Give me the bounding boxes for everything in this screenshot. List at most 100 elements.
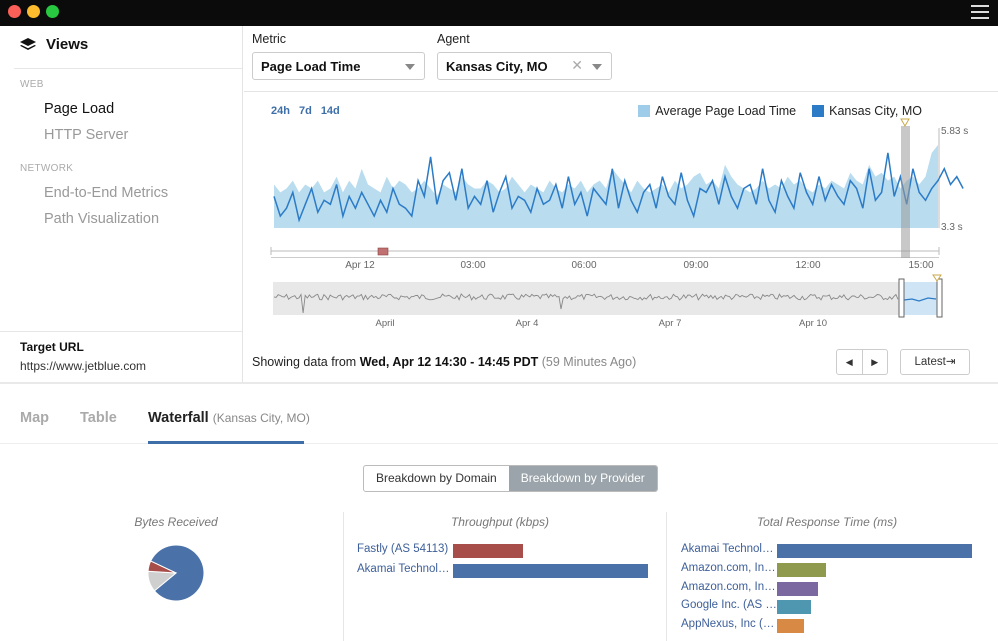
pie-slice <box>147 560 177 574</box>
bar-label: Amazon.com, In… <box>681 580 776 593</box>
layers-icon <box>20 37 36 50</box>
data-range-text: Showing data from Wed, Apr 12 14:30 - 14… <box>252 355 636 369</box>
x-tick-label: Apr 12 <box>345 260 375 271</box>
view-tabs: Map Table Waterfall (Kansas City, MO) <box>0 396 998 444</box>
bar[interactable] <box>777 581 818 596</box>
prev-button[interactable]: ◀ <box>837 350 863 374</box>
bar-label: Google Inc. (AS … <box>681 599 777 612</box>
sidebar-item-http-server[interactable]: HTTP Server <box>44 127 129 143</box>
metric-select[interactable]: Page Load Time <box>252 52 425 80</box>
metric-label: Metric <box>252 32 287 46</box>
agent-select[interactable]: Kansas City, MO ✕ <box>437 52 612 80</box>
showing-range: Wed, Apr 12 14:30 - 14:45 PDT <box>359 355 539 369</box>
close-window-button[interactable] <box>8 5 21 18</box>
time-range-selector: 24h 7d 14d <box>271 105 340 117</box>
overview-x-tick-label: April <box>375 318 394 329</box>
x-tick-label: 03:00 <box>460 260 485 271</box>
x-axis-baseline <box>271 257 939 258</box>
next-button[interactable]: ▶ <box>863 350 888 374</box>
legend-item-average[interactable]: Average Page Load Time <box>638 104 796 118</box>
legend-item-agent[interactable]: Kansas City, MO <box>812 104 922 118</box>
minimize-window-button[interactable] <box>27 5 40 18</box>
tab-waterfall[interactable]: Waterfall (Kansas City, MO) <box>148 410 310 426</box>
chevron-left-icon: ◀ <box>845 357 853 367</box>
active-tab-indicator <box>148 441 304 444</box>
overview-x-tick-label: Apr 7 <box>659 318 682 329</box>
response-time-title: Total Response Time (ms) <box>756 515 898 529</box>
target-url-block: Target URL https://www.jetblue.com <box>20 340 146 373</box>
tab-waterfall-label: Waterfall <box>148 410 209 426</box>
bytes-received-pie[interactable] <box>146 543 206 603</box>
section-divider <box>0 382 998 394</box>
panel-divider <box>343 512 344 641</box>
bar[interactable] <box>453 544 524 558</box>
bar[interactable] <box>777 600 811 615</box>
panel-divider <box>666 512 667 641</box>
agent-value: Kansas City, MO <box>446 59 548 74</box>
bar[interactable] <box>453 564 648 578</box>
maximize-window-button[interactable] <box>46 5 59 18</box>
target-url-label: Target URL <box>20 340 84 354</box>
overview-x-tick-label: Apr 4 <box>516 318 539 329</box>
section-label-web: WEB <box>20 79 44 90</box>
tab-map[interactable]: Map <box>20 410 49 426</box>
filter-controls: Metric Page Load Time Agent Kansas City,… <box>244 26 998 92</box>
window-titlebar <box>0 0 998 26</box>
agent-label: Agent <box>437 32 470 46</box>
range-24h[interactable]: 24h <box>271 105 290 117</box>
bar-label: AppNexus, Inc (… <box>681 618 775 631</box>
showing-prefix: Showing data from <box>252 355 357 369</box>
chevron-down-icon <box>405 64 415 70</box>
bytes-received-title: Bytes Received <box>134 515 218 529</box>
bar-label: Fastly (AS 54113) <box>357 543 449 555</box>
sidebar: Views WEB Page Load HTTP Server NETWORK … <box>0 26 243 382</box>
y-min-label: 3.3 s <box>941 222 963 233</box>
tab-table[interactable]: Table <box>80 410 117 426</box>
sidebar-item-path-visualization[interactable]: Path Visualization <box>44 211 160 227</box>
target-url-value: https://www.jetblue.com <box>20 359 147 373</box>
latest-button[interactable]: Latest⇥ <box>900 349 970 375</box>
hamburger-menu-icon[interactable] <box>971 5 989 19</box>
breakdown-by-domain-button[interactable]: Breakdown by Domain <box>376 471 497 485</box>
bar-label: Akamai Technol… <box>357 563 450 575</box>
chevron-down-icon <box>592 64 602 70</box>
timeline-panel: 24h 7d 14d Average Page Load Time Kansas… <box>244 92 998 382</box>
bar-label: Akamai Technol… <box>681 543 774 555</box>
breakdown-toggle: Breakdown by Domain Breakdown by Provide… <box>363 465 658 492</box>
x-tick-label: 06:00 <box>571 260 596 271</box>
showing-ago: (59 Minutes Ago) <box>541 355 637 369</box>
timeline-chart[interactable]: 5.83 s 3.3 s Apr 12 03:00 06:00 09:00 12:00 1… <box>244 116 998 356</box>
agent-series-line <box>273 152 964 223</box>
tab-waterfall-agent: (Kansas City, MO) <box>212 411 310 425</box>
bar[interactable] <box>777 544 972 558</box>
throughput-title: Throughput (kbps) <box>450 515 550 529</box>
sidebar-divider <box>0 331 242 332</box>
x-tick-label: 15:00 <box>908 260 933 271</box>
bar[interactable] <box>777 619 804 634</box>
legend-label: Kansas City, MO <box>829 104 922 118</box>
overview-marker-icon <box>932 274 942 282</box>
breakdown-by-provider-button[interactable]: Breakdown by Provider <box>508 466 657 491</box>
legend-label: Average Page Load Time <box>655 104 797 118</box>
clear-icon[interactable]: ✕ <box>571 57 583 73</box>
sidebar-divider <box>14 68 242 69</box>
views-title: Views <box>46 36 89 53</box>
event-marker[interactable] <box>377 247 389 256</box>
bar[interactable] <box>777 562 826 577</box>
time-nav-buttons: ◀ ▶ <box>836 349 888 375</box>
overview-selection-line <box>903 297 937 302</box>
legend-swatch <box>638 105 651 117</box>
selection-marker-icon <box>900 118 910 128</box>
pie-slice <box>149 544 205 602</box>
range-14d[interactable]: 14d <box>320 105 340 117</box>
range-7d[interactable]: 7d <box>298 105 312 117</box>
y-max-label: 5.83 s <box>941 126 968 137</box>
sidebar-item-page-load[interactable]: Page Load <box>44 101 115 117</box>
selection-band <box>901 126 910 258</box>
x-tick-label: 12:00 <box>795 260 820 271</box>
overview-series-line <box>273 293 899 314</box>
views-header: Views <box>20 36 88 53</box>
overview-x-tick-label: Apr 10 <box>799 318 827 329</box>
section-label-network: NETWORK <box>20 163 74 174</box>
sidebar-item-end-to-end-metrics[interactable]: End-to-End Metrics <box>44 185 169 201</box>
